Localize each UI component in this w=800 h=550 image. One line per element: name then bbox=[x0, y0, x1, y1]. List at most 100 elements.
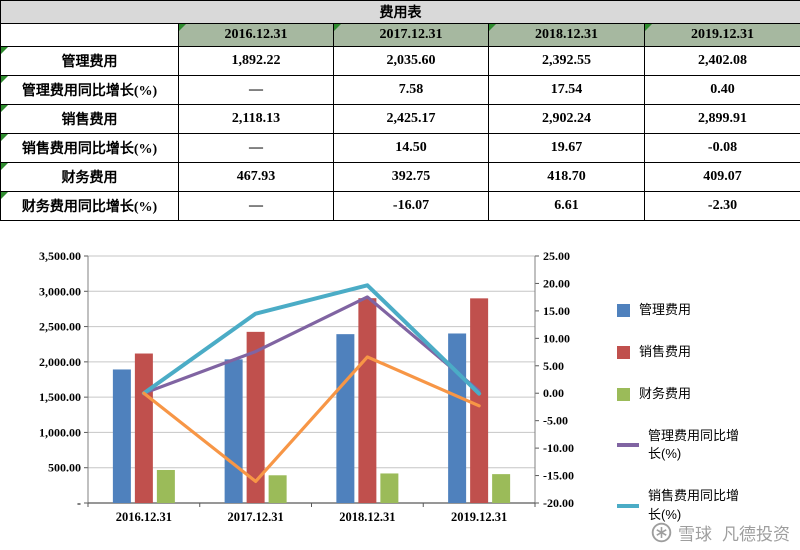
expense-chart: 3,500.00 3,000.00 2,500.00 2,000.00 1,500.00… bbox=[0, 230, 800, 540]
legend-label: 销售费用同比增长(%) bbox=[648, 488, 740, 523]
cell: 1,892.22 bbox=[178, 46, 334, 76]
legend-item: 财务费用 bbox=[617, 385, 797, 404]
cell: -16.07 bbox=[333, 191, 489, 221]
left-axis-label: 3,500.00 bbox=[39, 249, 81, 263]
bar-series-0 bbox=[336, 334, 355, 503]
col-header-2018: 2018.12.31 bbox=[488, 23, 645, 47]
cell: 6.61 bbox=[488, 191, 645, 221]
cell: 467.93 bbox=[178, 162, 334, 192]
left-axis-label: 1,000.00 bbox=[39, 425, 81, 439]
row-label: 财务费用同比增长(%) bbox=[0, 191, 179, 221]
legend-marker-icon bbox=[617, 345, 630, 359]
table-row: 管理费用同比增长(%) — 7.58 17.54 0.40 bbox=[0, 75, 800, 105]
right-axis-label: -20.00 bbox=[543, 496, 574, 510]
right-axis-label: -5.00 bbox=[543, 414, 568, 428]
bar-series-1 bbox=[134, 353, 153, 503]
right-axis-label: 0.00 bbox=[543, 386, 564, 400]
left-axis-label: 2,000.00 bbox=[39, 355, 81, 369]
cell: 409.07 bbox=[643, 162, 800, 192]
x-axis-label: 2017.12.31 bbox=[228, 510, 284, 524]
cell: 19.67 bbox=[488, 133, 645, 163]
left-axis-label: - bbox=[77, 496, 81, 510]
left-axis-label: 1,500.00 bbox=[39, 390, 81, 404]
cell: -2.30 bbox=[643, 191, 800, 221]
table-row: 财务费用 467.93 392.75 418.70 409.07 bbox=[0, 162, 800, 192]
col-header-2016: 2016.12.31 bbox=[178, 23, 334, 47]
bar-series-0 bbox=[112, 369, 131, 503]
x-axis-label: 2016.12.31 bbox=[116, 510, 172, 524]
right-axis-label: -15.00 bbox=[543, 469, 574, 483]
watermark-author: 凡德投资 bbox=[722, 525, 790, 544]
right-axis-label: 15.00 bbox=[543, 304, 570, 318]
col-header-2019: 2019.12.31 bbox=[643, 23, 800, 47]
bar-series-1 bbox=[358, 298, 377, 503]
cell: 0.40 bbox=[643, 75, 800, 105]
row-label: 财务费用 bbox=[0, 162, 179, 192]
chart-plot: 3,500.00 3,000.00 2,500.00 2,000.00 1,500.00… bbox=[39, 249, 574, 524]
legend-marker-icon bbox=[617, 387, 630, 401]
cell: — bbox=[178, 191, 334, 221]
line-series-1 bbox=[141, 283, 482, 396]
cell: 2,402.08 bbox=[643, 46, 800, 76]
expense-table: 费用表 2016.12.31 2017.12.31 2018.12.31 201… bbox=[0, 0, 800, 221]
cell: -0.08 bbox=[643, 133, 800, 163]
corner-cell bbox=[0, 23, 179, 47]
row-label: 管理费用 bbox=[0, 46, 179, 76]
cell: 392.75 bbox=[333, 162, 489, 192]
table-title: 费用表 bbox=[0, 0, 800, 24]
line-series-2 bbox=[142, 355, 481, 484]
legend-label: 管理费用 bbox=[639, 302, 692, 317]
cell: 2,392.55 bbox=[488, 46, 645, 76]
legend-item: 销售费用同比增长(%) bbox=[617, 487, 797, 525]
x-axis-label: 2018.12.31 bbox=[339, 510, 395, 524]
table-row: 销售费用 2,118.13 2,425.17 2,902.24 2,899.91 bbox=[0, 104, 800, 134]
legend-label: 销售费用 bbox=[639, 343, 692, 359]
bar-series-0 bbox=[224, 359, 243, 503]
bar-series-1 bbox=[246, 331, 265, 503]
col-header-2017: 2017.12.31 bbox=[333, 23, 489, 47]
row-label: 销售费用同比增长(%) bbox=[0, 133, 179, 163]
bar-series-2 bbox=[268, 475, 287, 503]
legend-item: 管理费用 bbox=[617, 301, 797, 320]
table-row: 销售费用同比增长(%) — 14.50 19.67 -0.08 bbox=[0, 133, 800, 163]
left-axis-label: 3,000.00 bbox=[39, 284, 81, 298]
legend-marker-icon bbox=[617, 303, 630, 317]
line-series-0 bbox=[142, 295, 481, 395]
legend-label: 管理费用同比增长(%) bbox=[648, 427, 740, 462]
cell: 418.70 bbox=[488, 162, 645, 192]
bar-series-1 bbox=[470, 298, 489, 503]
xueqiu-logo-icon bbox=[651, 522, 672, 543]
right-axis-label: 10.00 bbox=[543, 331, 570, 345]
cell: 2,902.24 bbox=[488, 104, 645, 134]
cell: 2,425.17 bbox=[333, 104, 489, 134]
cell: 2,035.60 bbox=[333, 46, 489, 76]
right-axis-label: 5.00 bbox=[543, 359, 564, 373]
right-axis-label: 20.00 bbox=[543, 276, 570, 290]
left-axis-label: 500.00 bbox=[48, 461, 81, 475]
bar-series-2 bbox=[156, 469, 175, 503]
watermark: 雪球 凡德投资 bbox=[651, 520, 790, 545]
table-row: 财务费用同比增长(%) — -16.07 6.61 -2.30 bbox=[0, 191, 800, 221]
cell: 2,899.91 bbox=[643, 104, 800, 134]
legend-item: 销售费用 bbox=[617, 343, 797, 362]
cell: 17.54 bbox=[488, 75, 645, 105]
cell: 7.58 bbox=[333, 75, 489, 105]
legend-marker-icon bbox=[617, 443, 639, 448]
cell: 14.50 bbox=[333, 133, 489, 163]
row-label: 销售费用 bbox=[0, 104, 179, 134]
chart-legend: 管理费用销售费用财务费用管理费用同比增长(%) 销售费用同比增长(%) bbox=[617, 301, 797, 525]
bar-series-2 bbox=[380, 473, 399, 503]
legend-item: 管理费用同比增长(%) bbox=[617, 427, 797, 465]
right-axis-label: 25.00 bbox=[543, 249, 570, 263]
left-axis-label: 2,500.00 bbox=[39, 320, 81, 334]
table-title-row: 费用表 bbox=[0, 0, 800, 24]
right-axis-label: -10.00 bbox=[543, 441, 574, 455]
row-label: 管理费用同比增长(%) bbox=[0, 75, 179, 105]
cell: 2,118.13 bbox=[178, 104, 334, 134]
legend-marker-icon bbox=[617, 504, 639, 509]
legend-label: 财务费用 bbox=[639, 385, 692, 401]
table-header-row: 2016.12.31 2017.12.31 2018.12.31 2019.12… bbox=[0, 23, 800, 47]
bar-series-0 bbox=[448, 333, 467, 503]
bar-series-2 bbox=[492, 474, 511, 503]
cell: — bbox=[178, 75, 334, 105]
